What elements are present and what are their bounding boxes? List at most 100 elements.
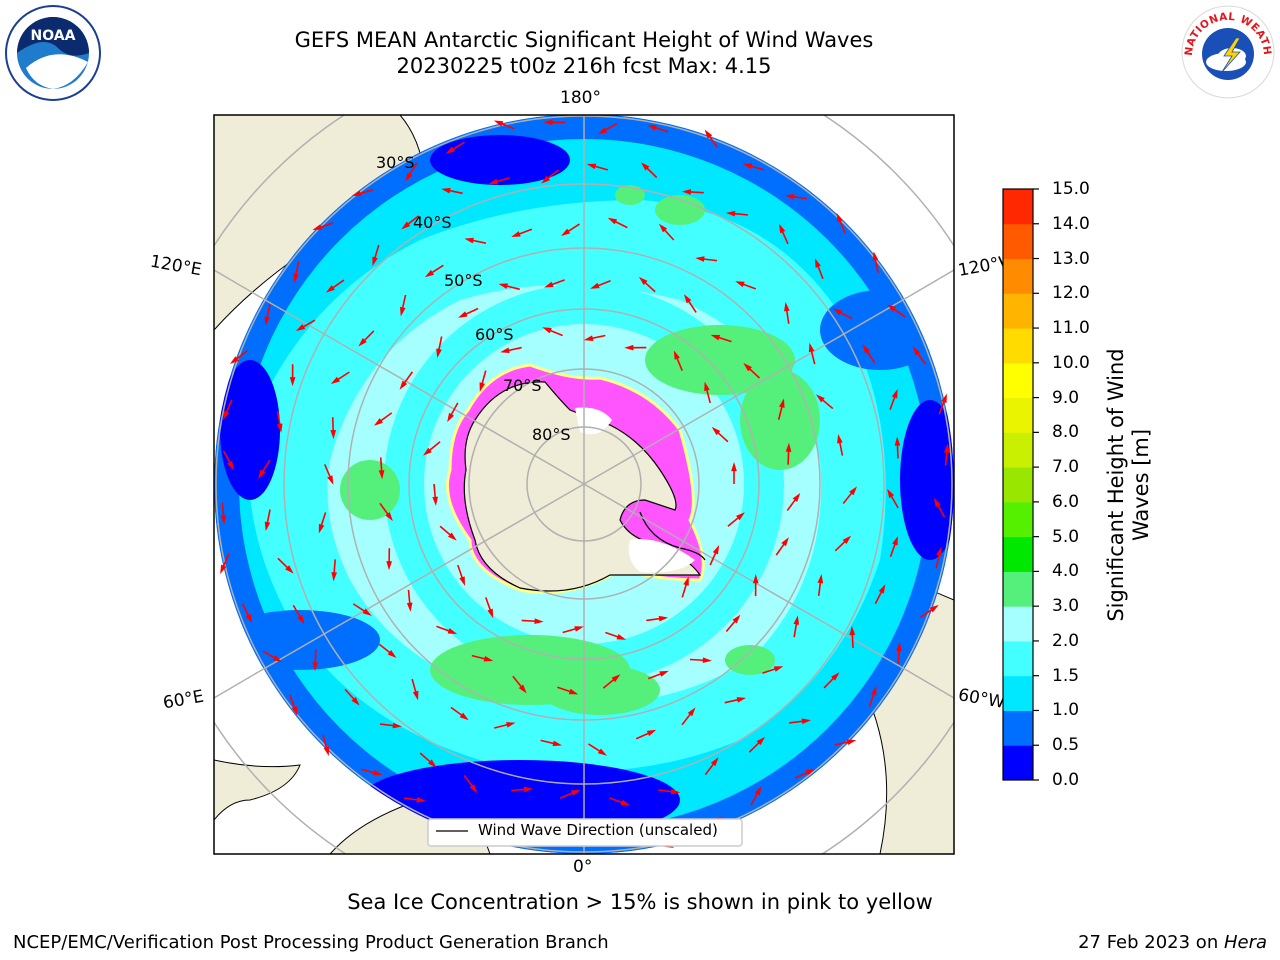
- colorbar-tick-label: 6.0: [1052, 491, 1080, 512]
- wind-wave-arrow-head: [611, 674, 621, 683]
- wind-wave-arrow-head: [401, 221, 411, 230]
- wind-wave-arrow-head: [704, 129, 713, 139]
- wind-wave-arrow-head: [351, 190, 362, 197]
- wind-wave-arrow-head: [817, 574, 824, 584]
- wind-wave-arrow-head: [805, 768, 816, 776]
- wind-wave-arrow-head: [773, 666, 784, 672]
- lat-label-30s: 30°S: [376, 153, 415, 172]
- wind-wave-arrow-head: [500, 347, 510, 354]
- colorbar-tick-label: 10.0: [1052, 352, 1090, 373]
- wind-wave-arrow-head: [638, 276, 648, 286]
- wind-wave-arrow-head: [793, 615, 800, 625]
- wind-wave-arrow-head: [597, 748, 608, 756]
- wind-wave-arrow-head: [448, 532, 457, 541]
- wind-wave-arrow-head: [574, 626, 584, 632]
- wind-wave-arrow-head: [710, 757, 719, 767]
- wind-wave-arrow-head: [506, 722, 516, 728]
- wind-wave-arrow-head: [792, 492, 801, 502]
- footer-date: 27 Feb 2023 on Hera: [1078, 932, 1267, 953]
- wind-wave-arrow-head: [373, 418, 383, 426]
- wind-wave-arrow-head: [878, 584, 886, 594]
- wind-wave-arrow-head: [325, 285, 335, 293]
- wind-wave-arrow-head: [412, 690, 419, 701]
- wind-wave-arrow-head: [297, 615, 305, 625]
- antarctica-land: [463, 381, 702, 592]
- wind-wave-arrow-head: [849, 486, 858, 496]
- wind-wave-arrow-head: [223, 410, 230, 421]
- wind-wave-arrow-head: [272, 655, 282, 663]
- wind-wave-arrow-head: [392, 722, 402, 729]
- wind-wave-arrow-head: [754, 785, 762, 796]
- colorbar-tick-label: 2.0: [1052, 630, 1080, 651]
- wind-wave-arrow-head: [295, 324, 306, 332]
- wind-wave-arrow-head: [312, 224, 322, 230]
- wind-wave-arrow-head: [658, 615, 669, 622]
- wind-wave-arrow-head: [427, 759, 437, 768]
- wind-wave-arrow-head: [785, 442, 792, 452]
- wind-wave-arrow-head: [511, 231, 521, 237]
- wind-wave-arrow-head: [561, 228, 571, 236]
- wind-wave-arrow-head: [543, 119, 553, 126]
- wind-wave-arrow-head: [912, 346, 921, 356]
- lat-label-40s: 40°S: [413, 213, 452, 232]
- wind-wave-arrow-head: [220, 564, 227, 575]
- wind-wave-arrow-head: [436, 348, 442, 359]
- wind-wave-arrow-head: [801, 718, 812, 725]
- wind-wave-arrow-head: [227, 460, 235, 471]
- wind-wave-arrow-head: [590, 282, 600, 289]
- wind-wave-arrow-head: [479, 382, 486, 392]
- wind-wave-arrow-head: [808, 342, 815, 353]
- wind-wave-arrow-head: [487, 608, 494, 619]
- wind-wave-arrow-head: [892, 535, 898, 546]
- colorbar-tick-label: 1.0: [1052, 700, 1080, 721]
- map-subtitle: 20230225 t00z 216h fcst Max: 4.15: [396, 54, 772, 78]
- colorbar-label-line1: Significant Height of Wind: [1104, 348, 1128, 622]
- wind-wave-arrow-head: [695, 256, 705, 262]
- lat-label-70s: 70°S: [503, 376, 542, 395]
- wind-wave-arrow-head: [447, 628, 458, 634]
- wind-wave-arrow-head: [597, 127, 608, 135]
- wind-wave-arrow-head: [432, 496, 438, 506]
- colorbar-tick-label: 9.0: [1052, 387, 1080, 408]
- colorbar-tick-label: 13.0: [1052, 248, 1090, 269]
- wind-wave-arrow-head: [891, 388, 898, 399]
- wind-wave-arrow-head: [842, 535, 852, 544]
- wind-wave-arrow-head: [220, 515, 227, 525]
- colorbar-tick-label: 11.0: [1052, 318, 1090, 339]
- wind-wave-arrow-head: [372, 256, 378, 267]
- wind-wave-arrow-head: [493, 120, 504, 127]
- wind-wave-arrow-head: [647, 124, 657, 131]
- wind-wave-arrow-head: [469, 784, 478, 794]
- wind-wave-arrow-head: [872, 251, 879, 261]
- wind-wave-arrow-head: [687, 707, 696, 717]
- wind-wave-arrow-head: [732, 614, 741, 624]
- lat-label-60s: 60°S: [475, 325, 514, 344]
- wind-wave-arrow-head: [736, 512, 745, 521]
- wind-wave-arrow-head: [523, 786, 534, 793]
- wind-wave-arrow-head: [683, 294, 692, 304]
- lon-label-bottom: 0°: [573, 857, 593, 877]
- wind-wave-arrow-head: [416, 797, 426, 803]
- wind-wave-arrow-head: [483, 655, 494, 662]
- wind-wave-arrow-head: [659, 670, 669, 677]
- wind-wave-arrow-head: [258, 469, 266, 479]
- wind-wave-arrow-head: [896, 641, 902, 652]
- ice-shelf-white: [628, 539, 695, 573]
- wind-wave-arrows: [220, 119, 950, 848]
- wind-wave-arrow-head: [312, 662, 319, 672]
- wind-wave-arrow-head: [673, 350, 680, 360]
- wind-wave-arrow-head: [887, 304, 897, 312]
- colorbar-tick-label: 0.0: [1052, 770, 1080, 790]
- footer-date-text: 27 Feb 2023 on: [1078, 932, 1224, 953]
- wind-wave-arrow-head: [385, 512, 393, 522]
- lat-label-80s: 80°S: [532, 425, 571, 444]
- map-frame: [213, 114, 955, 855]
- map-title: GEFS MEAN Antarctic Significant Height o…: [294, 28, 874, 52]
- wind-wave-arrow-head: [399, 306, 406, 317]
- wind-wave-arrow-head: [814, 258, 821, 268]
- wind-wave-arrow-head: [583, 335, 594, 341]
- wind-wave-arrow-head: [330, 376, 340, 385]
- wind-wave-arrow-head: [731, 462, 737, 472]
- wind-wave-arrow-head: [387, 649, 397, 658]
